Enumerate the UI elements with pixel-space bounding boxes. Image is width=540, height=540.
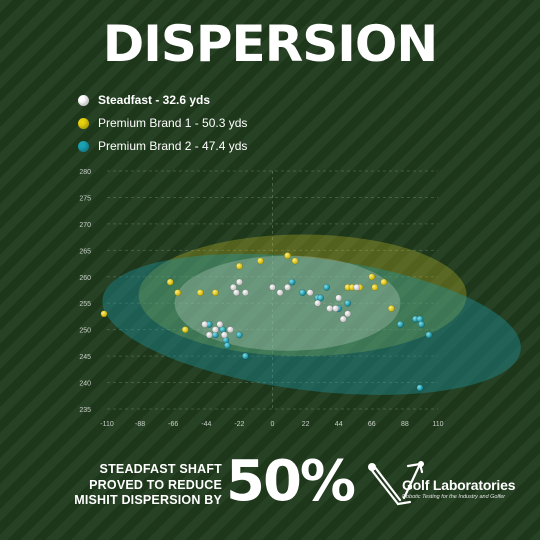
x-tick-label: 110 [432, 421, 443, 428]
shot-point-series-2 [235, 278, 243, 286]
shot-point-series-1 [235, 262, 243, 270]
legend-label-steadfast: Steadfast - 32.6 yds [98, 93, 211, 107]
chart-axes: 235 240 245 250 255 260 265 270 275 280 -110 -88 -66… [79, 169, 443, 428]
golf-robot-logo-icon [368, 461, 424, 506]
shot-point-series-0 [241, 352, 249, 360]
shot-point-series-1 [181, 326, 189, 334]
claim-line-3: MISHIT DISPERSION BY [74, 493, 222, 507]
x-tick-label: 22 [302, 421, 310, 428]
shot-point-series-2 [269, 283, 276, 291]
shot-point-series-2 [232, 289, 240, 297]
shot-point-series-2 [353, 283, 361, 291]
shot-point-series-1 [174, 289, 182, 297]
shot-point-series-0 [416, 384, 424, 392]
x-tick-label: 66 [368, 421, 376, 428]
x-tick-label: -110 [100, 421, 114, 428]
x-tick-label: -66 [168, 421, 178, 428]
chart-legend: Steadfast - 32.6 yds Premium Brand 1 - 5… [78, 90, 247, 159]
shot-point-series-0 [288, 278, 296, 286]
shot-point-series-1 [257, 257, 264, 265]
y-tick-label: 280 [79, 169, 91, 176]
legend-label-brand2: Premium Brand 2 - 47.4 yds [98, 139, 248, 153]
claim-line-2: PROVED TO REDUCE [89, 477, 222, 492]
claim-percentage: 50% [226, 449, 356, 514]
shot-point-series-1 [166, 278, 174, 286]
shot-point-series-1 [380, 278, 388, 286]
shot-point-series-2 [201, 320, 209, 328]
x-tick-label: 0 [271, 421, 275, 428]
shot-point-series-2 [332, 305, 340, 312]
shot-point-series-2 [216, 320, 224, 328]
y-tick-label: 270 [79, 222, 91, 229]
shot-point-series-1 [211, 289, 219, 297]
brand-tagline: Robotic Testing for the Industry and Gol… [402, 494, 506, 500]
shot-point-series-2 [344, 310, 352, 318]
legend-marker-brand2 [78, 140, 89, 152]
shot-point-series-1 [387, 305, 395, 312]
shot-point-series-1 [371, 283, 379, 291]
page-title: DISPERSION [102, 15, 438, 73]
legend-label-brand1: Premium Brand 1 - 50.3 yds [98, 116, 248, 130]
shot-point-series-2 [276, 289, 284, 297]
shot-point-series-2 [284, 283, 291, 291]
shot-point-series-2 [314, 299, 322, 307]
y-tick-label: 265 [79, 248, 91, 255]
shot-point-series-2 [326, 305, 334, 312]
shot-point-series-0 [396, 320, 404, 328]
shot-point-series-0 [425, 331, 433, 339]
shot-point-series-2 [306, 289, 314, 297]
legend-marker-steadfast [78, 94, 89, 106]
shot-point-series-2 [229, 283, 237, 291]
shot-point-series-2 [241, 289, 249, 297]
shot-point-series-2 [339, 315, 347, 323]
y-tick-label: 235 [79, 407, 91, 414]
legend-item-steadfast: Steadfast - 32.6 yds [78, 90, 247, 110]
shot-point-series-1 [291, 257, 299, 265]
shot-points [100, 252, 433, 392]
shot-point-series-1 [100, 310, 108, 318]
legend-marker-brand1 [78, 117, 89, 129]
x-tick-label: 44 [335, 421, 343, 428]
chart-grid [107, 170, 438, 410]
shot-point-series-0 [299, 289, 307, 297]
brand-name: Golf Laboratories [402, 477, 516, 493]
y-tick-label: 245 [79, 354, 91, 361]
legend-item-brand2: Premium Brand 2 - 47.4 yds [78, 136, 247, 156]
x-tick-label: -44 [201, 421, 211, 428]
shot-point-series-0 [418, 320, 425, 328]
claim-text: STEADFAST SHAFT PROVED TO REDUCE MISHIT … [70, 462, 222, 509]
legend-item-brand1: Premium Brand 1 - 50.3 yds [78, 113, 247, 133]
shot-point-series-2 [335, 294, 343, 302]
shot-point-series-0 [323, 283, 331, 291]
claim-line-1: STEADFAST SHAFT [99, 462, 222, 476]
dispersion-ellipse-0 [102, 253, 521, 395]
shot-point-series-2 [220, 331, 228, 339]
shot-point-series-1 [196, 289, 204, 297]
shot-point-series-0 [317, 294, 325, 302]
shot-point-series-1 [368, 273, 376, 281]
y-tick-label: 275 [79, 195, 91, 202]
x-tick-label: 88 [401, 421, 409, 428]
shot-point-series-1 [284, 252, 291, 260]
x-tick-label: -22 [234, 421, 244, 428]
shot-point-series-0 [344, 299, 352, 307]
x-tick-label: -88 [135, 421, 145, 428]
y-tick-label: 255 [79, 301, 91, 308]
shot-point-series-0 [235, 331, 243, 339]
y-tick-label: 250 [79, 328, 91, 335]
shot-point-series-2 [205, 331, 213, 339]
shot-point-series-0 [223, 342, 231, 349]
shot-point-series-2 [211, 326, 219, 334]
dispersion-ellipses [102, 234, 521, 395]
y-tick-label: 240 [79, 381, 91, 388]
y-tick-label: 260 [79, 275, 91, 282]
shot-point-series-2 [226, 326, 234, 334]
